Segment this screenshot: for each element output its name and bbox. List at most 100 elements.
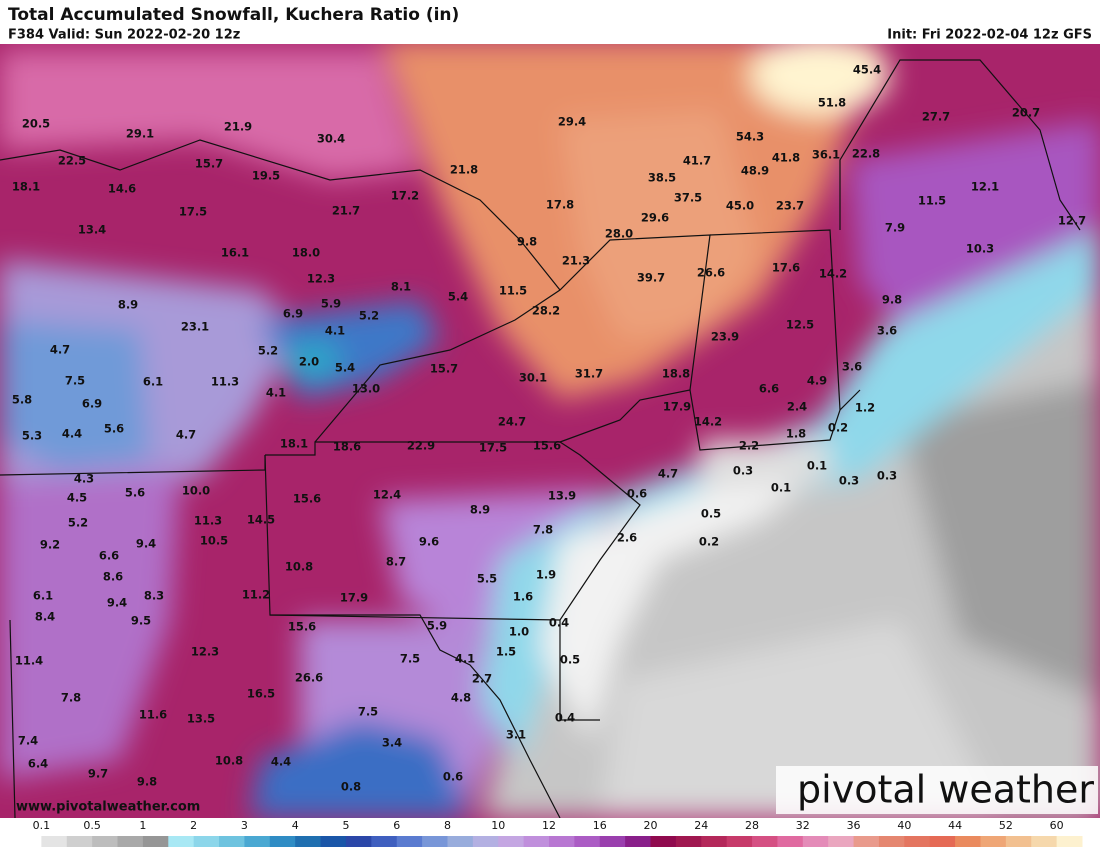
snowfall-label: 1.2 bbox=[855, 401, 875, 415]
snowfall-label: 0.3 bbox=[733, 464, 753, 478]
colorbar-swatch bbox=[599, 836, 626, 847]
snowfall-label: 37.5 bbox=[674, 191, 702, 205]
snowfall-label: 17.9 bbox=[663, 400, 691, 414]
snowfall-label: 15.6 bbox=[293, 492, 321, 506]
snowfall-label: 0.4 bbox=[555, 711, 575, 725]
snowfall-label: 26.6 bbox=[697, 266, 725, 280]
colorbar-swatch bbox=[498, 836, 525, 847]
colorbar-tick-label: 5 bbox=[342, 819, 349, 832]
valid-time: F384 Valid: Sun 2022-02-20 12z bbox=[8, 28, 240, 43]
colorbar-swatch bbox=[701, 836, 728, 847]
snowfall-label: 11.5 bbox=[918, 194, 946, 208]
snowfall-label: 9.8 bbox=[882, 293, 902, 307]
colorbar-swatch bbox=[980, 836, 1007, 847]
snowfall-label: 0.5 bbox=[560, 653, 580, 667]
snowfall-label: 5.6 bbox=[104, 422, 124, 436]
snowfall-label: 1.8 bbox=[786, 427, 806, 441]
snowfall-label: 7.5 bbox=[358, 705, 378, 719]
snowfall-label: 5.4 bbox=[335, 361, 355, 375]
snowfall-label: 22.5 bbox=[58, 154, 86, 168]
snowfall-label: 13.5 bbox=[187, 712, 215, 726]
snowfall-label: 6.6 bbox=[759, 382, 779, 396]
colorbar-swatch bbox=[396, 836, 423, 847]
snowfall-label: 17.9 bbox=[340, 591, 368, 605]
snowfall-label: 0.2 bbox=[699, 535, 719, 549]
snowfall-label: 6.9 bbox=[283, 307, 303, 321]
snowfall-label: 17.5 bbox=[179, 205, 207, 219]
snowfall-label: 7.9 bbox=[885, 221, 905, 235]
snowfall-label: 5.2 bbox=[258, 344, 278, 358]
colorbar-tick-label: 16 bbox=[593, 819, 607, 832]
snowfall-label: 0.5 bbox=[701, 507, 721, 521]
colorbar-swatch bbox=[675, 836, 702, 847]
snowfall-label: 14.2 bbox=[694, 415, 722, 429]
snowfall-label: 5.4 bbox=[448, 290, 468, 304]
snowfall-label: 7.8 bbox=[533, 523, 553, 537]
snowfall-label: 5.9 bbox=[321, 297, 341, 311]
colorbar-tick-label: 6 bbox=[393, 819, 400, 832]
colorbar-swatch bbox=[66, 836, 93, 847]
snowfall-label: 12.3 bbox=[307, 272, 335, 286]
snowfall-label: 23.1 bbox=[181, 320, 209, 334]
snowfall-label: 9.7 bbox=[88, 767, 108, 781]
snowfall-label: 4.9 bbox=[807, 374, 827, 388]
colorbar-tick-label: 10 bbox=[491, 819, 505, 832]
colorbar-swatch bbox=[955, 836, 981, 847]
colorbar-tick-label: 2 bbox=[190, 819, 197, 832]
colorbar-swatch bbox=[929, 836, 956, 847]
snowfall-label: 13.4 bbox=[78, 223, 106, 237]
colorbar-swatch bbox=[219, 836, 245, 847]
colorbar-swatch bbox=[422, 836, 448, 847]
colorbar-swatch bbox=[1031, 836, 1058, 847]
snowfall-label: 15.6 bbox=[288, 620, 316, 634]
snowfall-label: 6.6 bbox=[99, 549, 119, 563]
colorbar-swatch bbox=[1056, 836, 1083, 847]
colorbar-swatch bbox=[726, 836, 753, 847]
snowfall-label: 36.1 bbox=[812, 148, 840, 162]
snowfall-label: 39.7 bbox=[637, 271, 665, 285]
snowfall-label: 31.7 bbox=[575, 367, 603, 381]
snowfall-label: 4.4 bbox=[271, 755, 291, 769]
colorbar-swatch bbox=[295, 836, 322, 847]
init-time: Init: Fri 2022-02-04 12z GFS bbox=[887, 28, 1092, 43]
colorbar-swatch bbox=[878, 836, 905, 847]
colorbar-swatch bbox=[193, 836, 220, 847]
snowfall-label: 11.3 bbox=[211, 375, 239, 389]
colorbar-swatch bbox=[650, 836, 677, 847]
snowfall-label: 14.6 bbox=[108, 182, 136, 196]
snowfall-label: 5.6 bbox=[125, 486, 145, 500]
snowfall-label: 11.3 bbox=[194, 514, 222, 528]
snowfall-label: 30.1 bbox=[519, 371, 547, 385]
snowfall-label: 29.1 bbox=[126, 127, 154, 141]
snowfall-label: 18.8 bbox=[662, 367, 690, 381]
snowfall-label: 1.6 bbox=[513, 590, 533, 604]
website-url: www.pivotalweather.com bbox=[16, 800, 200, 815]
snowfall-label: 1.5 bbox=[496, 645, 516, 659]
snowfall-label: 0.1 bbox=[771, 481, 791, 495]
snowfall-label: 2.6 bbox=[617, 531, 637, 545]
snowfall-label: 18.6 bbox=[333, 440, 361, 454]
snowfall-label: 21.3 bbox=[562, 254, 590, 268]
colorbar-tick-label: 32 bbox=[796, 819, 810, 832]
snowfall-label: 21.7 bbox=[332, 204, 360, 218]
snowfall-label: 9.8 bbox=[137, 775, 157, 789]
snowfall-label: 3.1 bbox=[506, 728, 526, 742]
snowfall-label: 6.4 bbox=[28, 757, 48, 771]
snowfall-label: 2.7 bbox=[472, 672, 492, 686]
snowfall-label: 0.3 bbox=[877, 469, 897, 483]
colorbar-swatch bbox=[168, 836, 195, 847]
snowfall-label: 2.4 bbox=[787, 400, 807, 414]
colorbar-swatch bbox=[41, 836, 68, 847]
snowfall-label: 4.5 bbox=[67, 491, 87, 505]
snowfall-label: 29.4 bbox=[558, 115, 586, 129]
snowfall-label: 8.9 bbox=[470, 503, 490, 517]
colorbar-swatch bbox=[828, 836, 855, 847]
snowfall-label: 4.7 bbox=[658, 467, 678, 481]
snowfall-label: 9.4 bbox=[136, 537, 156, 551]
snowfall-label: 4.7 bbox=[50, 343, 70, 357]
snowfall-label: 15.7 bbox=[195, 157, 223, 171]
snowfall-label: 5.2 bbox=[359, 309, 379, 323]
snowfall-label: 11.2 bbox=[242, 588, 270, 602]
colorbar-tick-label: 44 bbox=[948, 819, 962, 832]
snowfall-label: 7.4 bbox=[18, 734, 38, 748]
